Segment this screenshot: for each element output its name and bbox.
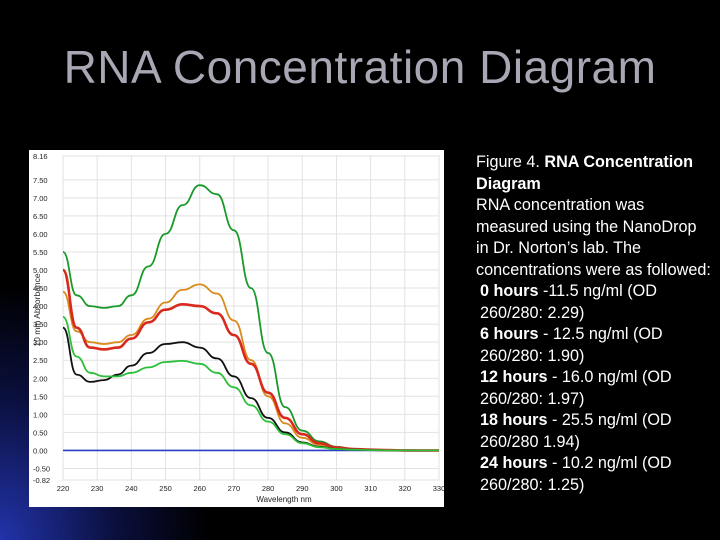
y-tick-label: 5.50 <box>33 248 48 257</box>
sample-entry: 12 hours - 16.0 ng/ml (OD 260/280: 1.97) <box>476 367 712 410</box>
caption-figure-title: RNA Concentration Diagram <box>476 153 694 193</box>
x-tick-label: 280 <box>262 484 275 493</box>
y-tick-label: 1.00 <box>33 410 48 419</box>
x-tick-label: 320 <box>399 484 412 493</box>
x-tick-label: 270 <box>228 484 241 493</box>
y-tick-label: -0.82 <box>33 476 50 485</box>
y-tick-label: 4.50 <box>33 284 48 293</box>
caption-heading: Figure 4. RNA Concentration Diagram <box>476 152 712 195</box>
sample-time: 18 hours <box>480 411 548 429</box>
y-tick-label: 0.50 <box>33 428 48 437</box>
y-tick-label: 0.00 <box>33 446 48 455</box>
x-axis-label: Wavelength nm <box>256 495 312 504</box>
y-tick-label: 6.00 <box>33 230 48 239</box>
series-line-green-low <box>62 316 439 452</box>
absorbance-chart: 8.16 7.50 7.00 6.50 6.00 5.50 5.00 4.50 4.00 3.50… <box>29 150 444 507</box>
y-tick-label: 7.50 <box>33 176 48 185</box>
sample-value: - 16.0 ng/ml (OD 260/280: 1.97) <box>480 368 672 408</box>
sample-entry: 18 hours - 25.5 ng/ml (OD 260/280 1.94) <box>476 410 712 453</box>
x-tick-label: 260 <box>193 484 206 493</box>
caption-figure-label: Figure 4. <box>476 153 540 171</box>
sample-entry: 6 hours - 12.5 ng/ml (OD 260/280: 1.90) <box>476 324 712 367</box>
y-tick-label: 2.50 <box>33 356 48 365</box>
sample-time: 6 hours <box>480 325 539 343</box>
sample-entry: 0 hours -11.5 ng/ml (OD 260/280: 2.29) <box>476 281 712 324</box>
x-tick-label: 250 <box>159 484 172 493</box>
sample-value: - 25.5 ng/ml (OD 260/280 1.94) <box>480 411 672 451</box>
y-tick-label: 4.00 <box>33 302 48 311</box>
y-tick-label: 2.00 <box>33 374 48 383</box>
x-tick-label: 220 <box>57 484 70 493</box>
sample-time: 12 hours <box>480 368 548 386</box>
caption-description: RNA concentration was measured using the… <box>476 196 711 279</box>
y-tick-label: 3.50 <box>33 320 48 329</box>
sample-value: - 10.2 ng/ml (OD 260/280: 1.25) <box>480 454 672 494</box>
y-tick-label: 6.50 <box>33 212 48 221</box>
slide-title: RNA Concentration Diagram <box>63 41 657 93</box>
plot-area <box>62 155 440 481</box>
y-axis-label: 10 mm Absorbance <box>32 273 42 347</box>
sample-list: 0 hours -11.5 ng/ml (OD 260/280: 2.29) 6… <box>476 281 712 496</box>
sample-time: 0 hours <box>480 282 539 300</box>
x-tick-label: 300 <box>330 484 343 493</box>
sample-entry: 24 hours - 10.2 ng/ml (OD 260/280: 1.25) <box>476 453 712 496</box>
y-tick-label: 8.16 <box>33 152 48 161</box>
x-tick-label: 230 <box>91 484 104 493</box>
sample-value: - 12.5 ng/ml (OD 260/280: 1.90) <box>480 325 663 365</box>
y-tick-label: 1.50 <box>33 392 48 401</box>
y-tick-label: 5.00 <box>33 266 48 275</box>
x-tick-label: 240 <box>125 484 138 493</box>
y-tick-label: -0.50 <box>33 464 50 473</box>
sample-value: -11.5 ng/ml (OD 260/280: 2.29) <box>480 282 657 322</box>
x-tick-label: 290 <box>296 484 309 493</box>
sample-time: 24 hours <box>480 454 548 472</box>
chart-svg: 8.16 7.50 7.00 6.50 6.00 5.50 5.00 4.50 4.00 3.50… <box>32 152 444 504</box>
y-tick-label: 3.00 <box>33 338 48 347</box>
figure-caption: Figure 4. RNA Concentration Diagram RNA … <box>476 152 712 496</box>
y-tick-label: 7.00 <box>33 194 48 203</box>
x-tick-label: 330 <box>433 484 444 493</box>
x-tick-label: 310 <box>364 484 377 493</box>
